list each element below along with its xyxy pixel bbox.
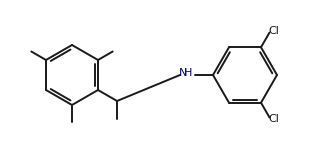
Text: Cl: Cl: [268, 114, 279, 124]
Text: N: N: [179, 68, 187, 78]
Text: H: H: [184, 68, 192, 78]
Text: Cl: Cl: [268, 26, 279, 36]
